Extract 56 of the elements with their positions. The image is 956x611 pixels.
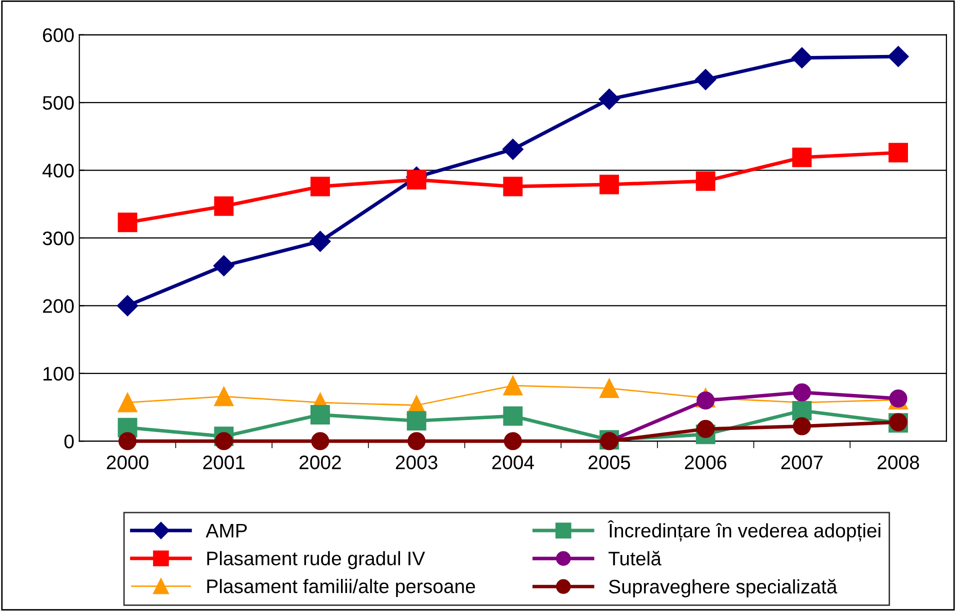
y-tick-label: 300	[42, 231, 74, 246]
x-tick-label: 2004	[492, 456, 534, 470]
point	[406, 411, 426, 431]
point	[406, 170, 426, 190]
point	[118, 212, 138, 232]
point	[503, 176, 523, 196]
point	[792, 417, 811, 436]
y-tick-label: 600	[43, 28, 74, 42]
point	[214, 196, 234, 216]
point	[600, 378, 619, 398]
point	[792, 400, 812, 420]
point	[502, 138, 524, 160]
legend-label: Tutelă	[608, 550, 662, 566]
x-tick-label: 2003	[396, 456, 438, 470]
x-tick-label: 2006	[684, 456, 726, 470]
x-tick-label: 2001	[203, 456, 245, 470]
point	[213, 255, 234, 276]
point	[792, 383, 811, 402]
point	[696, 420, 715, 438]
y-tick-label: 0	[64, 434, 74, 448]
x-tick-label: 2002	[300, 456, 341, 470]
legend-label: Încredințare în vederea adopției	[608, 520, 880, 542]
legend-label: Plasament familii/alte persoane	[207, 578, 476, 598]
x-tick-label: 2008	[878, 456, 920, 470]
point	[311, 432, 330, 450]
point	[598, 88, 620, 110]
legend-label: Plasament rude gradul IV	[207, 551, 426, 570]
y-tick-label: 200	[43, 299, 74, 313]
point	[791, 47, 812, 68]
point	[504, 432, 522, 450]
x-tick-label: 2000	[106, 456, 148, 470]
point	[214, 432, 233, 450]
point	[695, 69, 716, 90]
point	[600, 174, 619, 194]
x-tick-label: 2007	[781, 456, 823, 470]
y-tick-label: 100	[44, 366, 74, 381]
point	[503, 376, 523, 396]
point	[117, 295, 138, 316]
point	[118, 432, 137, 450]
x-tick-label: 2005	[588, 456, 630, 470]
point	[310, 405, 330, 424]
point	[310, 176, 330, 196]
point	[214, 386, 234, 406]
point	[310, 230, 331, 252]
point	[792, 148, 812, 168]
y-tick-label: 400	[42, 164, 74, 178]
point	[118, 392, 138, 412]
point	[696, 391, 715, 410]
point	[888, 46, 909, 68]
point	[696, 171, 716, 191]
legend-label: Supraveghere specializată	[608, 579, 838, 598]
legend-label: AMP	[206, 524, 247, 538]
point	[503, 406, 523, 426]
y-tick-label: 500	[42, 96, 74, 110]
point	[888, 142, 908, 162]
point	[408, 432, 426, 450]
